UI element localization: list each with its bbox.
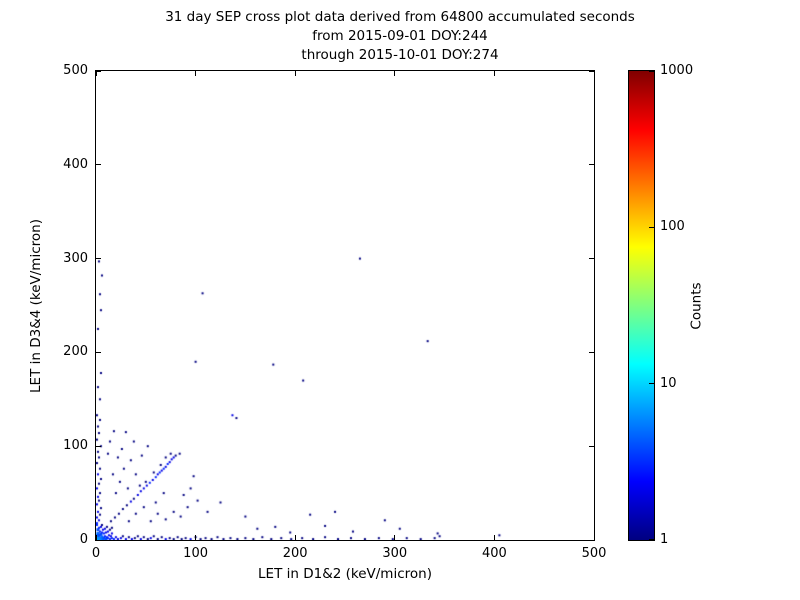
x-tick-label: 100 [183,546,208,561]
colorbar-label-wrap: Counts [677,70,717,541]
colorbar-tick [649,539,654,540]
title-line-3: through 2015-10-01 DOY:274 [301,47,499,63]
colorbar [628,70,655,541]
x-tick-top [95,71,97,76]
y-tick-right [589,70,594,72]
colorbar-tick-label: 10 [660,375,677,391]
colorbar-tick [649,226,654,228]
title-line-2: from 2015-09-01 DOY:244 [312,28,488,44]
x-tick [593,535,595,540]
y-axis-label: LET in D3&4 (keV/micron) [28,218,44,393]
x-tick-top [294,71,296,76]
y-tick-right [589,445,594,447]
x-tick [493,535,495,540]
title-line-1: 31 day SEP cross plot data derived from … [165,9,635,25]
y-tick-label: 200 [63,344,88,360]
x-tick-top [195,71,197,76]
colorbar-tick-label: 100 [660,219,685,235]
x-tick [95,535,97,540]
x-tick-top [394,71,396,76]
x-tick-label: 500 [581,546,607,561]
y-tick-label: 100 [63,438,88,454]
y-tick-label: 0 [79,532,88,547]
chart-title: 31 day SEP cross plot data derived from … [0,8,800,65]
colorbar-label: Counts [689,281,705,330]
y-tick [96,351,101,353]
colorbar-tick [649,71,654,72]
x-tick-label: 300 [382,546,408,561]
colorbar-tick-label: 1 [660,532,669,547]
x-axis-label: LET in D1&2 (keV/micron) [258,566,432,582]
y-tick-label: 400 [63,156,88,172]
y-tick-right [589,258,594,260]
x-tick [294,535,296,540]
y-tick [96,164,101,166]
y-tick-right [589,351,594,353]
colorbar-tick-label: 1000 [660,63,694,78]
y-tick-right [589,164,594,166]
x-tick [195,535,197,540]
x-tick-top [493,71,495,76]
y-tick [96,445,101,447]
x-tick-label: 0 [91,546,101,561]
x-tick [394,535,396,540]
plot-area [95,70,595,541]
y-tick-right [589,539,594,541]
y-tick-label: 500 [63,63,88,78]
scatter-canvas [96,71,594,540]
y-axis-label-wrap: LET in D3&4 (keV/micron) [16,70,56,541]
y-tick-label: 300 [63,250,88,266]
y-tick [96,539,101,541]
colorbar-tick [649,383,654,385]
x-tick-label: 400 [481,546,507,561]
x-tick-top [593,71,595,76]
y-tick [96,258,101,260]
y-tick [96,70,101,72]
x-tick-label: 200 [282,546,308,561]
